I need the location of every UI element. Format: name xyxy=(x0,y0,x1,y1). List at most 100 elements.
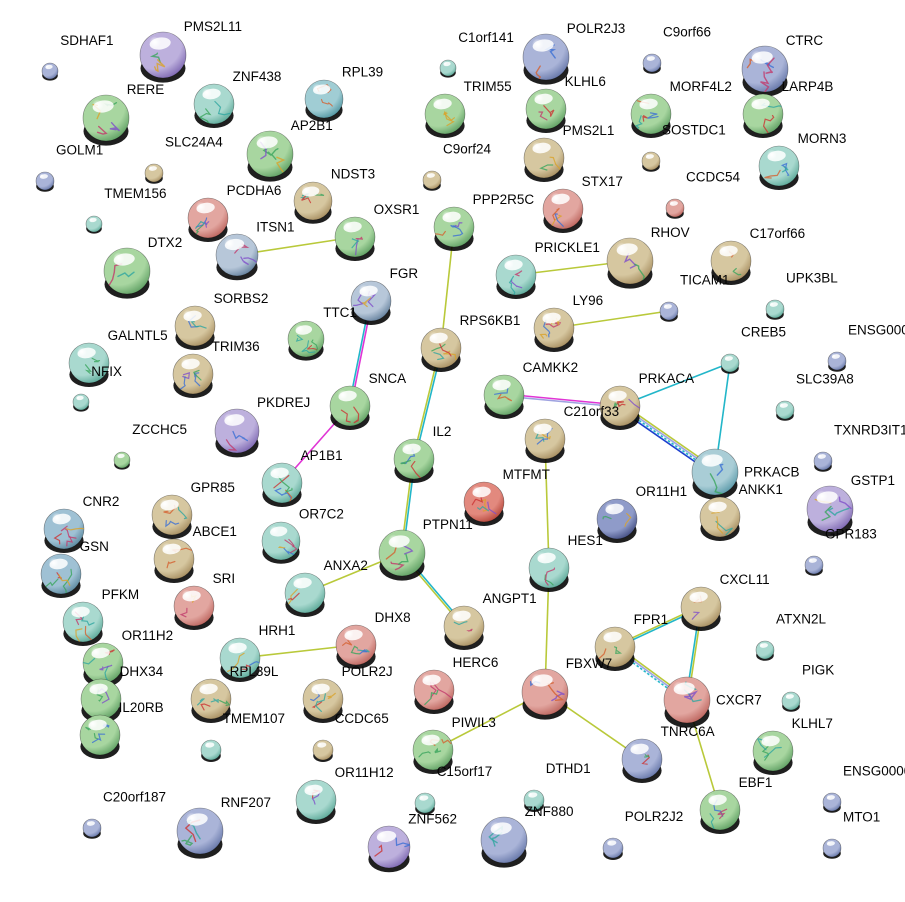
svg-text:RPS6KB1: RPS6KB1 xyxy=(460,313,521,328)
svg-text:MORN3: MORN3 xyxy=(798,131,847,146)
svg-text:C9orf24: C9orf24 xyxy=(443,142,492,157)
svg-text:CCDC65: CCDC65 xyxy=(335,711,389,726)
svg-text:TMEM107: TMEM107 xyxy=(223,711,285,726)
svg-text:DTHD1: DTHD1 xyxy=(546,761,591,776)
svg-text:ATXN2L: ATXN2L xyxy=(776,612,827,627)
svg-text:ABCE1: ABCE1 xyxy=(193,524,237,539)
svg-text:IL20RB: IL20RB xyxy=(119,700,164,715)
svg-text:PIWIL3: PIWIL3 xyxy=(452,715,496,730)
svg-text:OXSR1: OXSR1 xyxy=(374,202,420,217)
svg-text:TNRC6A: TNRC6A xyxy=(661,724,715,739)
svg-text:DHX34: DHX34 xyxy=(120,664,164,679)
svg-text:KLHL7: KLHL7 xyxy=(792,716,833,731)
svg-text:C21orf33: C21orf33 xyxy=(564,404,620,419)
svg-text:PRICKLE1: PRICKLE1 xyxy=(535,240,600,255)
svg-text:OR11H1: OR11H1 xyxy=(636,484,688,499)
svg-text:C1orf141: C1orf141 xyxy=(458,30,514,45)
svg-text:TRIM55: TRIM55 xyxy=(464,79,512,94)
svg-text:GPR183: GPR183 xyxy=(825,527,877,542)
svg-text:ZNF438: ZNF438 xyxy=(233,69,282,84)
svg-text:OR11H12: OR11H12 xyxy=(335,765,394,780)
svg-text:TMEM156: TMEM156 xyxy=(104,186,166,201)
svg-text:PPP2R5C: PPP2R5C xyxy=(473,192,535,207)
svg-text:POLR2J: POLR2J xyxy=(342,664,393,679)
svg-text:NDST3: NDST3 xyxy=(331,167,375,182)
svg-text:TTC1: TTC1 xyxy=(323,305,357,320)
svg-text:ITSN1: ITSN1 xyxy=(256,220,294,235)
svg-text:TICAM1: TICAM1 xyxy=(680,273,730,288)
svg-text:STX17: STX17 xyxy=(582,174,623,189)
svg-text:PKDREJ: PKDREJ xyxy=(257,395,310,410)
svg-text:LY96: LY96 xyxy=(573,293,604,308)
svg-text:ANGPT1: ANGPT1 xyxy=(483,591,537,606)
svg-text:PRKACA: PRKACA xyxy=(639,371,695,386)
svg-text:C20orf187: C20orf187 xyxy=(103,790,166,805)
svg-text:ENSG00000: ENSG00000 xyxy=(848,323,905,338)
svg-text:RERE: RERE xyxy=(127,82,165,97)
svg-text:MORF4L2: MORF4L2 xyxy=(670,79,732,94)
svg-text:GALNTL5: GALNTL5 xyxy=(108,328,168,343)
svg-text:GSTP1: GSTP1 xyxy=(851,473,895,488)
svg-text:PRKACB: PRKACB xyxy=(744,465,800,480)
svg-text:C9orf66: C9orf66 xyxy=(663,25,711,40)
svg-text:RNF207: RNF207 xyxy=(221,795,271,810)
svg-text:CAMKK2: CAMKK2 xyxy=(523,360,579,375)
svg-text:OR11H2: OR11H2 xyxy=(122,628,174,643)
svg-text:FGR: FGR xyxy=(390,266,419,281)
svg-text:IL2: IL2 xyxy=(433,424,452,439)
svg-text:HES1: HES1 xyxy=(568,533,603,548)
svg-text:ANXA2: ANXA2 xyxy=(324,558,368,573)
svg-text:PFKM: PFKM xyxy=(102,587,140,602)
svg-text:AP2B1: AP2B1 xyxy=(291,118,333,133)
svg-text:CXCR7: CXCR7 xyxy=(716,693,762,708)
svg-text:FBXW7: FBXW7 xyxy=(566,656,613,671)
svg-text:POLR2J2: POLR2J2 xyxy=(625,809,684,824)
svg-text:DHX8: DHX8 xyxy=(375,610,411,625)
svg-text:PMS2L1: PMS2L1 xyxy=(563,123,615,138)
svg-text:ENSG00000: ENSG00000 xyxy=(843,764,905,779)
svg-text:TXNRD3IT1: TXNRD3IT1 xyxy=(834,423,905,438)
svg-text:MTFMT: MTFMT xyxy=(503,467,550,482)
svg-text:POLR2J3: POLR2J3 xyxy=(567,21,626,36)
svg-text:CNR2: CNR2 xyxy=(83,494,120,509)
svg-text:SORBS2: SORBS2 xyxy=(214,291,269,306)
svg-text:FPR1: FPR1 xyxy=(634,612,669,627)
svg-text:DTX2: DTX2 xyxy=(148,235,183,250)
svg-text:MTO1: MTO1 xyxy=(843,810,880,825)
svg-text:NFIX: NFIX xyxy=(91,364,122,379)
svg-text:ZNF562: ZNF562 xyxy=(408,812,457,827)
svg-text:SLC24A4: SLC24A4 xyxy=(165,135,223,150)
svg-text:TRIM36: TRIM36 xyxy=(212,339,260,354)
svg-text:GOLM1: GOLM1 xyxy=(56,143,103,158)
svg-text:LARP4B: LARP4B xyxy=(782,79,834,94)
svg-text:AP1B1: AP1B1 xyxy=(301,448,343,463)
svg-text:PTPN11: PTPN11 xyxy=(423,517,473,532)
svg-text:ZNF880: ZNF880 xyxy=(525,804,574,819)
svg-text:HRH1: HRH1 xyxy=(259,623,296,638)
svg-text:GPR85: GPR85 xyxy=(191,480,235,495)
svg-text:PMS2L11: PMS2L11 xyxy=(184,19,242,34)
svg-text:CTRC: CTRC xyxy=(786,33,824,48)
svg-text:CCDC54: CCDC54 xyxy=(686,170,741,185)
svg-text:CXCL11: CXCL11 xyxy=(720,572,770,587)
svg-text:SNCA: SNCA xyxy=(369,371,407,386)
svg-text:ZCCHC5: ZCCHC5 xyxy=(132,422,187,437)
svg-text:PCDHA6: PCDHA6 xyxy=(227,183,282,198)
svg-text:PIGK: PIGK xyxy=(802,663,834,678)
svg-text:ANKK1: ANKK1 xyxy=(739,482,783,497)
svg-text:SLC39A8: SLC39A8 xyxy=(796,372,854,387)
svg-text:RHOV: RHOV xyxy=(651,225,690,240)
svg-text:UPK3BL: UPK3BL xyxy=(786,271,838,286)
svg-text:C17orf66: C17orf66 xyxy=(750,226,806,241)
svg-text:SDHAF1: SDHAF1 xyxy=(60,33,113,48)
svg-text:HERC6: HERC6 xyxy=(453,655,499,670)
svg-text:RPL39L: RPL39L xyxy=(230,664,279,679)
svg-text:KLHL6: KLHL6 xyxy=(565,74,606,89)
svg-text:SOSTDC1: SOSTDC1 xyxy=(662,123,726,138)
svg-text:SRI: SRI xyxy=(213,571,236,586)
svg-text:GSN: GSN xyxy=(80,539,109,554)
svg-text:OR7C2: OR7C2 xyxy=(299,507,344,522)
svg-text:CREB5: CREB5 xyxy=(741,325,786,340)
svg-text:EBF1: EBF1 xyxy=(739,775,773,790)
svg-text:RPL39: RPL39 xyxy=(342,65,383,80)
